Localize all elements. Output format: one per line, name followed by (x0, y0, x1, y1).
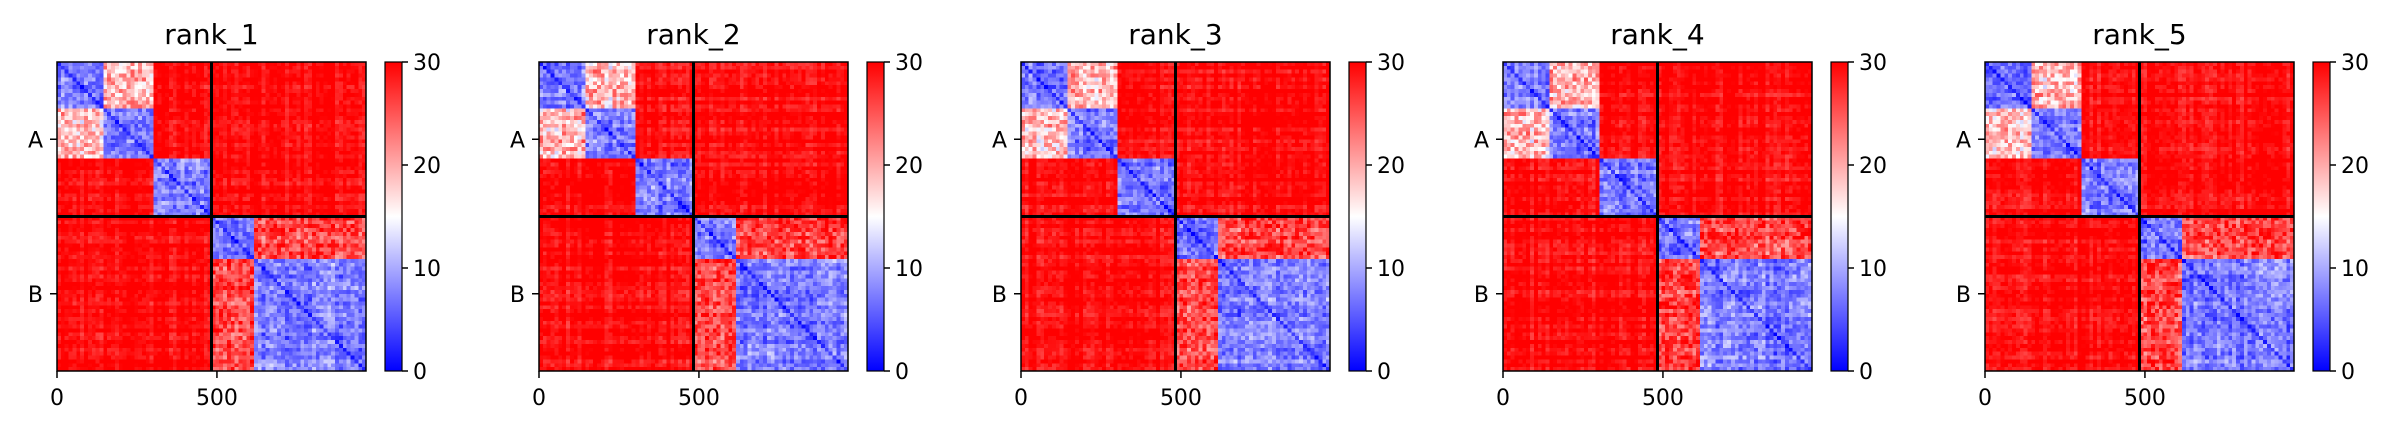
colorbar-tick-label: 30 (413, 51, 441, 76)
panel-title: rank_4 (1610, 18, 1704, 51)
heatmap-frame (1502, 61, 1813, 372)
colorbar-tick-label: 0 (1859, 360, 1873, 385)
x-tick-label: 500 (196, 386, 238, 411)
y-tick-label: B (28, 283, 43, 308)
panel-title: rank_3 (1128, 18, 1222, 51)
x-tick-label: 0 (50, 386, 64, 411)
colorbar-tick-label: 30 (1859, 51, 1887, 76)
colorbar-tick-label: 30 (2341, 51, 2369, 76)
x-tick-label: 0 (1014, 386, 1028, 411)
y-tick-label: B (1474, 283, 1489, 308)
y-tick-label: B (1956, 283, 1971, 308)
colorbar-tick-label: 0 (413, 360, 427, 385)
y-tick-label: A (1474, 128, 1489, 153)
heatmap-frame (1020, 61, 1331, 372)
heatmap-panel: rank_1 0 500 A B 0 10 20 30 (28, 18, 441, 411)
heatmap-panel: rank_2 0 500 A B 0 10 20 30 (510, 18, 923, 411)
colorbar-tick-label: 20 (895, 154, 923, 179)
colorbar-tick-label: 10 (895, 257, 923, 282)
colorbar-tick-label: 30 (1377, 51, 1405, 76)
y-tick-label: B (992, 283, 1007, 308)
x-tick-label: 500 (1160, 386, 1202, 411)
x-tick-label: 500 (2124, 386, 2166, 411)
colorbar (866, 61, 885, 372)
colorbar (2312, 61, 2331, 372)
x-tick-label: 0 (532, 386, 546, 411)
colorbar-tick-label: 10 (1377, 257, 1405, 282)
colorbar-tick-label: 20 (1859, 154, 1887, 179)
panel-title: rank_1 (164, 18, 258, 51)
heatmap-panel: rank_4 0 500 A B 0 10 20 30 (1474, 18, 1887, 411)
heatmap-frame (56, 61, 367, 372)
panel-title: rank_2 (646, 18, 740, 51)
heatmap-panel: rank_3 0 500 A B 0 10 20 30 (992, 18, 1405, 411)
colorbar-tick-label: 20 (1377, 154, 1405, 179)
colorbar-tick-label: 0 (1377, 360, 1391, 385)
x-tick-label: 500 (678, 386, 720, 411)
y-tick-label: B (510, 283, 525, 308)
colorbar-tick-label: 10 (2341, 257, 2369, 282)
colorbar-tick-label: 30 (895, 51, 923, 76)
colorbar (1830, 61, 1849, 372)
colorbar-tick-label: 10 (413, 257, 441, 282)
colorbar-tick-label: 20 (413, 154, 441, 179)
colorbar-tick-label: 0 (2341, 360, 2355, 385)
x-tick-label: 0 (1496, 386, 1510, 411)
heatmap-frame (538, 61, 849, 372)
x-tick-label: 500 (1642, 386, 1684, 411)
y-tick-label: A (992, 128, 1007, 153)
y-tick-label: A (28, 128, 43, 153)
panel-title: rank_5 (2092, 18, 2186, 51)
colorbar-tick-label: 0 (895, 360, 909, 385)
heatmap-panel: rank_5 0 500 A B 0 10 20 30 (1956, 18, 2369, 411)
colorbar (384, 61, 403, 372)
colorbar-tick-label: 10 (1859, 257, 1887, 282)
colorbar-tick-label: 20 (2341, 154, 2369, 179)
x-tick-label: 0 (1978, 386, 1992, 411)
colorbar (1348, 61, 1367, 372)
y-tick-label: A (510, 128, 525, 153)
heatmap-frame (1984, 61, 2295, 372)
y-tick-label: A (1956, 128, 1971, 153)
